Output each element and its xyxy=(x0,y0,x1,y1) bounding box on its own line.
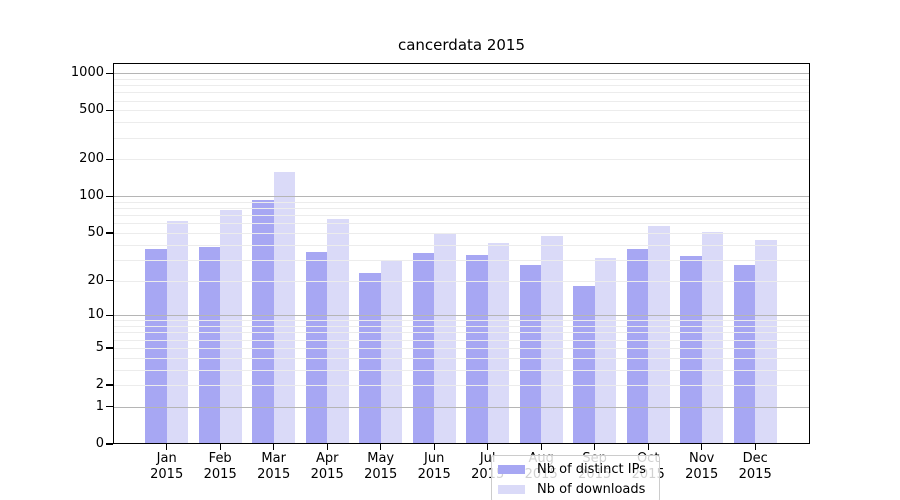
gridline-minor-30 xyxy=(113,259,810,261)
bar-distinct-ips-jul xyxy=(466,254,488,444)
bar-downloads-nov xyxy=(701,231,724,444)
bar-downloads-mar xyxy=(273,171,296,444)
y-tick-mark-200 xyxy=(106,158,113,161)
gridline-minor-300 xyxy=(113,137,810,139)
legend-swatch-distinct-ips xyxy=(498,464,525,474)
gridline-minor-900 xyxy=(113,78,810,80)
y-tick-mark-1 xyxy=(106,406,113,408)
y-tick-mark-100 xyxy=(106,195,113,197)
legend-item-distinct-ips: Nb of distinct IPs xyxy=(498,459,653,480)
gridline-minor-7 xyxy=(113,332,810,334)
legend-label-distinct-ips: Nb of distinct IPs xyxy=(537,461,646,477)
gridline-minor-3 xyxy=(113,369,810,371)
x-tick-mark-jul xyxy=(487,444,489,450)
bar-distinct-ips-dec xyxy=(733,265,756,444)
y-tick-label-0: 0 xyxy=(95,436,104,451)
x-tick-label-jun: Jun 2015 xyxy=(417,451,451,482)
bar-downloads-jul xyxy=(487,243,510,444)
gridline-minor-20 xyxy=(113,280,810,282)
gridline-minor-80 xyxy=(113,208,810,210)
gridline-minor-600 xyxy=(113,100,810,102)
x-tick-label-may: May 2015 xyxy=(364,451,398,482)
x-tick-mark-jan xyxy=(166,444,168,450)
y-tick-label-1: 1 xyxy=(95,398,104,414)
y-tick-mark-500 xyxy=(106,109,113,112)
y-tick-mark-50 xyxy=(106,232,113,234)
y-tick-label-5: 5 xyxy=(95,339,104,355)
chart-title: cancerdata 2015 xyxy=(397,36,526,54)
gridline-major-10 xyxy=(113,315,810,317)
legend-swatch-downloads xyxy=(498,485,525,495)
y-tick-mark-20 xyxy=(106,280,113,282)
bar-downloads-may xyxy=(380,261,403,444)
y-tick-label-2: 2 xyxy=(95,377,104,393)
x-tick-label-mar: Mar 2015 xyxy=(257,451,291,482)
bar-distinct-ips-sep xyxy=(573,285,595,444)
gridline-minor-700 xyxy=(113,92,810,94)
bar-downloads-oct xyxy=(648,226,670,444)
legend: Nb of distinct IPs Nb of downloads xyxy=(491,455,660,500)
x-tick-mark-oct xyxy=(647,444,649,450)
x-tick-label-feb: Feb 2015 xyxy=(203,451,237,482)
y-tick-label-100: 100 xyxy=(79,188,104,204)
gridline-minor-400 xyxy=(113,122,810,124)
gridline-minor-6 xyxy=(113,339,810,341)
bar-downloads-jun xyxy=(434,232,456,444)
gridline-minor-9 xyxy=(113,320,810,322)
legend-item-downloads: Nb of downloads xyxy=(498,480,653,500)
x-tick-label-dec: Dec 2015 xyxy=(738,451,772,482)
bar-distinct-ips-aug xyxy=(519,265,542,444)
bar-downloads-apr xyxy=(327,219,349,444)
legend-label-downloads: Nb of downloads xyxy=(537,482,646,498)
gridline-minor-2 xyxy=(113,385,810,387)
bar-distinct-ips-nov xyxy=(680,256,702,444)
bar-distinct-ips-feb xyxy=(198,247,221,444)
x-tick-mark-feb xyxy=(219,444,221,450)
gridline-minor-40 xyxy=(113,244,810,246)
x-tick-mark-may xyxy=(380,444,382,450)
x-tick-mark-jun xyxy=(433,444,435,450)
x-tick-mark-sep xyxy=(594,444,596,450)
gridline-minor-60 xyxy=(113,223,810,225)
x-tick-mark-nov xyxy=(701,444,703,450)
y-tick-mark-1000 xyxy=(106,72,113,74)
y-tick-label-1000: 1000 xyxy=(70,65,104,81)
gridline-major-1 xyxy=(113,406,810,408)
bar-distinct-ips-jan xyxy=(145,248,167,444)
gridline-major-100 xyxy=(113,196,810,198)
bar-distinct-ips-oct xyxy=(626,248,649,444)
gridline-minor-4 xyxy=(113,357,810,359)
bar-downloads-dec xyxy=(755,239,777,444)
x-tick-label-jan: Jan 2015 xyxy=(150,451,184,482)
gridline-minor-800 xyxy=(113,85,810,87)
y-tick-label-10: 10 xyxy=(87,307,104,323)
x-tick-label-apr: Apr 2015 xyxy=(310,451,344,482)
gridline-minor-90 xyxy=(113,201,810,203)
y-tick-label-20: 20 xyxy=(87,272,104,288)
y-tick-label-200: 200 xyxy=(79,151,104,167)
gridline-minor-5 xyxy=(113,347,810,349)
y-tick-label-500: 500 xyxy=(79,102,104,118)
gridline-minor-8 xyxy=(113,326,810,328)
gridline-minor-70 xyxy=(113,215,810,217)
y-tick-label-50: 50 xyxy=(87,224,104,240)
gridline-minor-500 xyxy=(113,110,810,112)
plot-area: Nb of distinct IPs Nb of downloads xyxy=(113,63,810,500)
y-tick-mark-5 xyxy=(106,347,113,349)
gridlines-layer xyxy=(113,63,810,444)
gridline-major-1000 xyxy=(113,73,810,75)
x-tick-label-nov: Nov 2015 xyxy=(685,451,719,482)
gridline-minor-200 xyxy=(113,159,810,161)
y-tick-mark-0 xyxy=(106,443,113,445)
gridline-minor-50 xyxy=(113,232,810,234)
x-tick-mark-aug xyxy=(540,444,542,450)
x-tick-mark-dec xyxy=(754,444,756,450)
y-tick-mark-2 xyxy=(106,384,113,386)
bar-downloads-sep xyxy=(594,258,617,444)
x-tick-mark-apr xyxy=(326,444,328,450)
y-tick-mark-10 xyxy=(106,314,113,316)
x-tick-mark-mar xyxy=(273,444,275,450)
